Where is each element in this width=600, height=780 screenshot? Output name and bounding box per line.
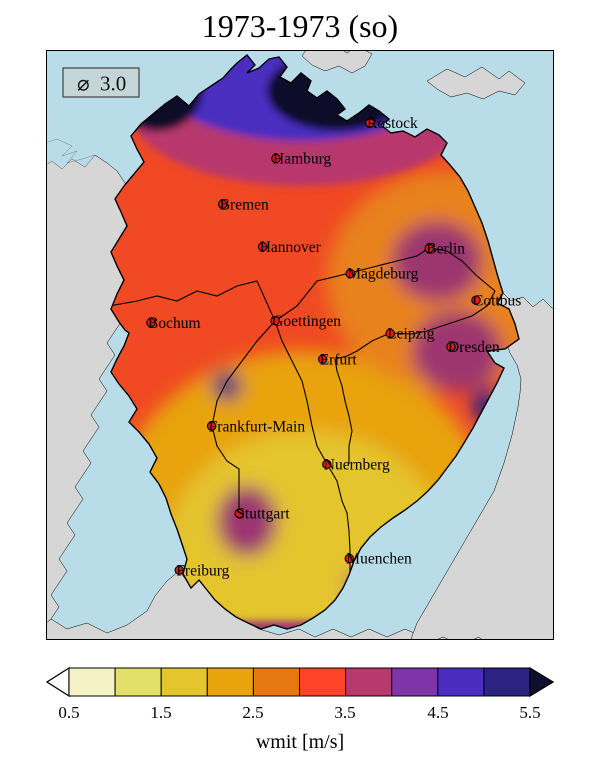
svg-text:Hannover: Hannover [260,239,322,256]
svg-text:3.0: 3.0 [100,72,126,96]
svg-text:3.5: 3.5 [334,703,355,722]
svg-text:Magdeburg: Magdeburg [347,266,418,283]
svg-text:Freiburg: Freiburg [176,562,229,579]
svg-text:wmit [m/s]: wmit [m/s] [256,731,344,753]
svg-text:Frankfurt-Main: Frankfurt-Main [209,418,306,435]
svg-text:Goettingen: Goettingen [272,313,341,330]
svg-text:2.5: 2.5 [242,703,263,722]
svg-text:4.5: 4.5 [427,703,448,722]
svg-text:Stuttgart: Stuttgart [236,506,290,523]
svg-text:1.5: 1.5 [150,703,171,722]
svg-text:Nuernberg: Nuernberg [324,457,390,474]
svg-text:Erfurt: Erfurt [320,352,358,369]
svg-text:Dresden: Dresden [448,339,500,356]
svg-text:Muenchen: Muenchen [346,551,412,568]
svg-text:Leipzig: Leipzig [387,326,435,343]
svg-text:⌀: ⌀ [77,72,90,96]
svg-text:Bremen: Bremen [220,197,269,214]
svg-text:Berlin: Berlin [426,241,465,258]
svg-text:Rostock: Rostock [367,115,418,132]
svg-text:0.5: 0.5 [58,703,79,722]
svg-text:Cottbus: Cottbus [473,292,521,309]
svg-text:Hamburg: Hamburg [273,151,332,168]
svg-text:5.5: 5.5 [519,703,540,722]
svg-text:Bochum: Bochum [148,315,201,332]
